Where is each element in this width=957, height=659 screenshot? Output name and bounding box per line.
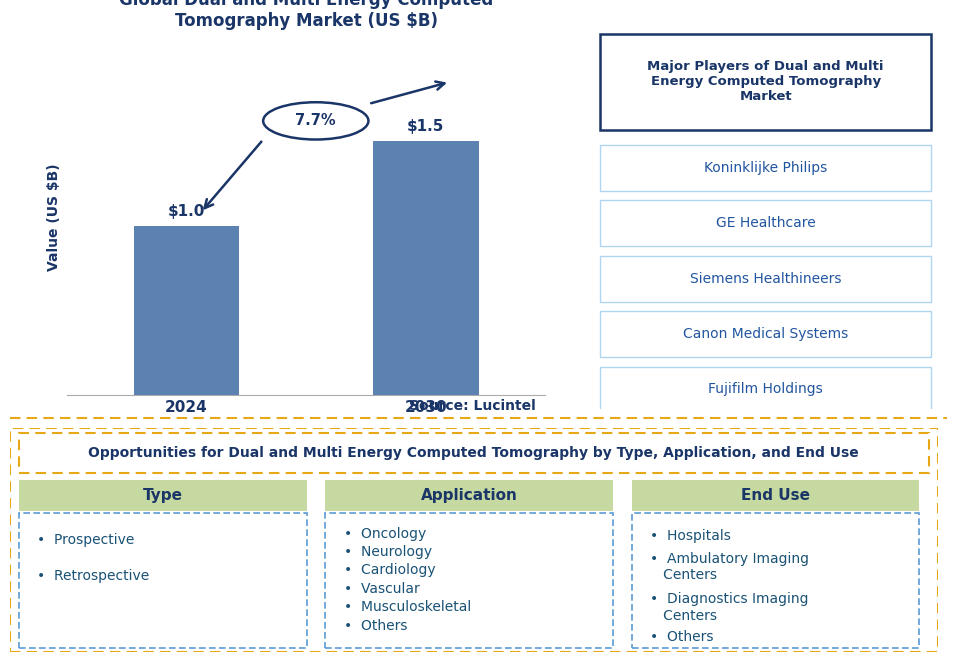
- FancyBboxPatch shape: [600, 145, 931, 190]
- Y-axis label: Value (US $B): Value (US $B): [48, 163, 61, 272]
- FancyBboxPatch shape: [600, 200, 931, 246]
- Text: Type: Type: [143, 488, 183, 503]
- FancyBboxPatch shape: [600, 34, 931, 130]
- Text: $1.0: $1.0: [167, 204, 206, 219]
- Text: •  Vascular: • Vascular: [344, 582, 419, 596]
- Bar: [373, 141, 478, 395]
- Text: 7.7%: 7.7%: [296, 113, 336, 129]
- Text: GE Healthcare: GE Healthcare: [716, 216, 815, 230]
- FancyBboxPatch shape: [600, 256, 931, 302]
- Text: •  Oncology: • Oncology: [344, 527, 426, 540]
- Text: Opportunities for Dual and Multi Energy Computed Tomography by Type, Application: Opportunities for Dual and Multi Energy …: [88, 446, 859, 460]
- Text: End Use: End Use: [741, 488, 810, 503]
- Text: •  Prospective: • Prospective: [37, 533, 135, 548]
- FancyBboxPatch shape: [632, 513, 920, 648]
- FancyBboxPatch shape: [600, 311, 931, 357]
- Text: Application: Application: [421, 488, 518, 503]
- Text: $1.5: $1.5: [407, 119, 445, 134]
- FancyBboxPatch shape: [19, 433, 928, 473]
- Text: Koninklijke Philips: Koninklijke Philips: [704, 161, 827, 175]
- Title: Global Dual and Multi Energy Computed
Tomography Market (US $B): Global Dual and Multi Energy Computed To…: [119, 0, 494, 30]
- Text: •  Diagnostics Imaging
   Centers: • Diagnostics Imaging Centers: [650, 592, 809, 623]
- FancyBboxPatch shape: [325, 513, 613, 648]
- Text: Fujifilm Holdings: Fujifilm Holdings: [708, 382, 823, 397]
- Text: Source: Lucintel: Source: Lucintel: [410, 399, 536, 413]
- FancyBboxPatch shape: [325, 480, 613, 511]
- Text: Siemens Healthineers: Siemens Healthineers: [690, 272, 841, 285]
- Text: •  Others: • Others: [650, 630, 714, 644]
- FancyBboxPatch shape: [19, 480, 306, 511]
- Text: •  Musculoskeletal: • Musculoskeletal: [344, 600, 471, 614]
- Bar: [134, 226, 239, 395]
- Text: •  Neurology: • Neurology: [344, 545, 432, 559]
- Text: •  Hospitals: • Hospitals: [650, 529, 731, 543]
- FancyBboxPatch shape: [19, 513, 306, 648]
- Text: Canon Medical Systems: Canon Medical Systems: [683, 327, 848, 341]
- Text: •  Others: • Others: [344, 619, 408, 633]
- FancyBboxPatch shape: [632, 480, 920, 511]
- Text: •  Cardiology: • Cardiology: [344, 563, 435, 577]
- Text: •  Retrospective: • Retrospective: [37, 569, 149, 583]
- Text: •  Ambulatory Imaging
   Centers: • Ambulatory Imaging Centers: [650, 552, 809, 583]
- FancyBboxPatch shape: [600, 366, 931, 413]
- Text: Major Players of Dual and Multi
Energy Computed Tomography
Market: Major Players of Dual and Multi Energy C…: [647, 60, 884, 103]
